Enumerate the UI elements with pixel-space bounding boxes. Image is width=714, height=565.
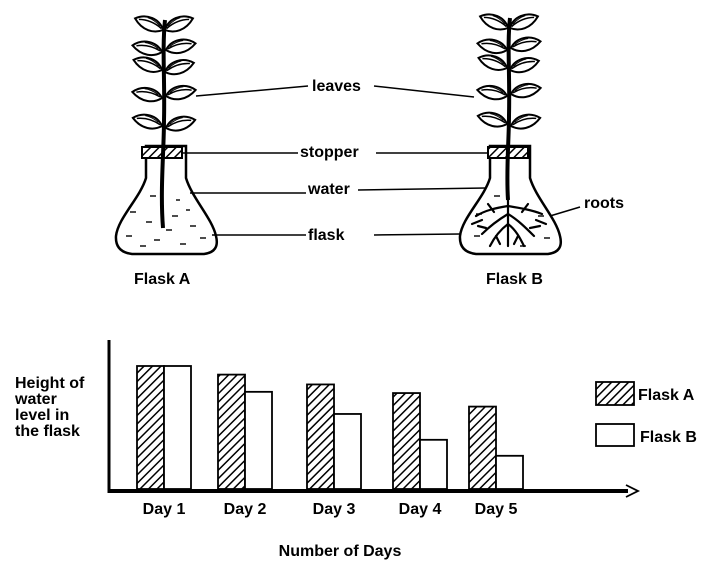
bar-flask-b-day-3 bbox=[333, 413, 362, 490]
flask-b-stem bbox=[505, 17, 512, 201]
x-tick-labels: Day 1 Day 2 Day 3 Day 4 Day 5 bbox=[143, 501, 518, 518]
bar-flask-b-day-5 bbox=[495, 454, 524, 490]
flask-a-water bbox=[126, 195, 206, 247]
x-axis-arrowhead bbox=[625, 484, 641, 498]
legend-label-flask-a: Flask A bbox=[638, 387, 695, 404]
y-axis-label-line-4: the flask bbox=[15, 423, 80, 440]
flask-b-caption: Flask B bbox=[486, 271, 543, 288]
label-stopper: stopper bbox=[300, 144, 359, 161]
flask-a bbox=[114, 12, 218, 256]
flask-a-stem bbox=[159, 19, 167, 229]
bar-flask-a-day-3 bbox=[306, 383, 335, 490]
bar-flask-a-day-1 bbox=[136, 365, 165, 490]
bar-flask-b-day-2 bbox=[244, 390, 273, 490]
label-leaves: leaves bbox=[312, 78, 361, 95]
bar-flask-b-day-4 bbox=[419, 438, 448, 490]
x-tick-label-day-1: Day 1 bbox=[143, 501, 186, 518]
callout-lines bbox=[182, 85, 581, 236]
x-axis-title: Number of Days bbox=[279, 543, 402, 560]
flask-b bbox=[458, 10, 562, 256]
x-tick-label-day-4: Day 4 bbox=[399, 501, 442, 518]
bar-flask-a-day-5 bbox=[468, 405, 497, 490]
y-axis-label-line-3: level in bbox=[15, 407, 69, 424]
bar-flask-a-day-4 bbox=[392, 392, 421, 490]
label-flask: flask bbox=[308, 227, 345, 244]
bar-flask-b-day-1 bbox=[163, 365, 192, 490]
x-tick-label-day-3: Day 3 bbox=[313, 501, 356, 518]
bars-group bbox=[136, 365, 524, 490]
flask-a-glass bbox=[114, 144, 218, 256]
y-axis-label-line-1: Height of bbox=[15, 375, 85, 392]
flask-b-roots bbox=[470, 196, 548, 248]
y-axis-label-line-2: water bbox=[14, 391, 57, 408]
legend-swatch-flask-a bbox=[595, 381, 635, 406]
legend-swatch-flask-b bbox=[595, 423, 635, 447]
water-level-bar-chart: Height of water level in the flask Day 1… bbox=[14, 340, 697, 560]
label-water: water bbox=[307, 181, 350, 198]
label-roots: roots bbox=[584, 195, 624, 212]
x-tick-label-day-2: Day 2 bbox=[224, 501, 267, 518]
legend: Flask A Flask B bbox=[595, 381, 697, 447]
bar-flask-a-day-2 bbox=[217, 373, 246, 490]
flask-a-caption: Flask A bbox=[134, 271, 191, 288]
legend-label-flask-b: Flask B bbox=[640, 429, 697, 446]
x-tick-label-day-5: Day 5 bbox=[475, 501, 518, 518]
